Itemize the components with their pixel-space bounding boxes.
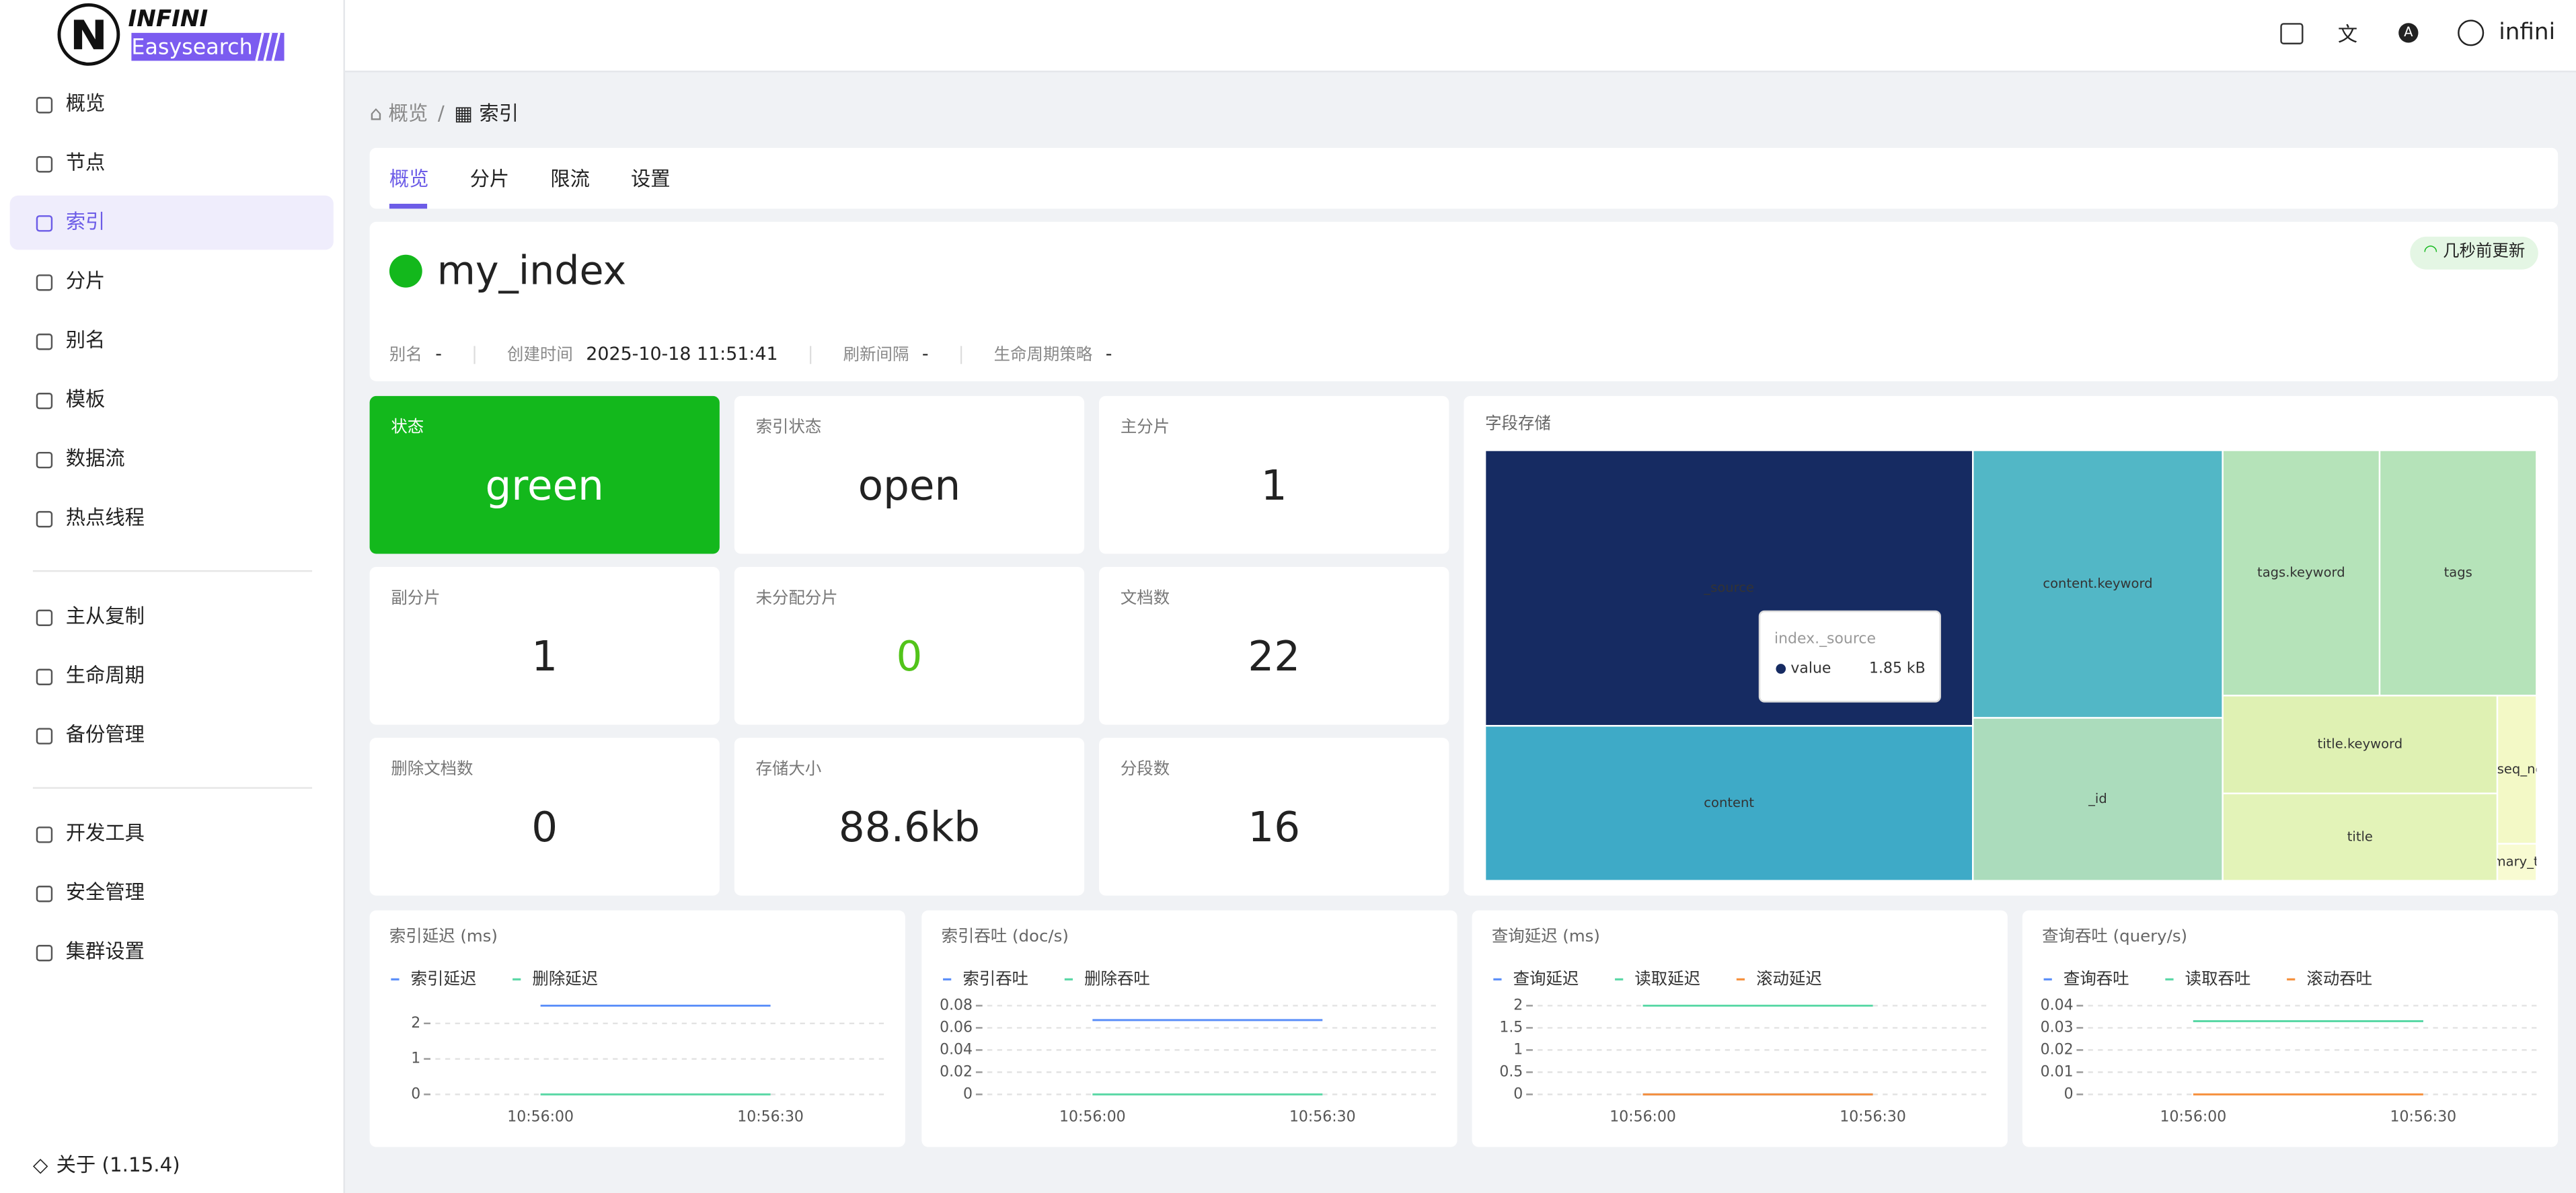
x-tick-label: 10:56:00 bbox=[1609, 1109, 1676, 1126]
legend-label: 查询吞吐 bbox=[2063, 968, 2129, 988]
y-tick-label: 0.01 bbox=[2041, 1063, 2074, 1080]
legend-label: 删除延迟 bbox=[532, 968, 598, 988]
tooltip-title: index._source bbox=[1774, 631, 1876, 648]
legend-label: 查询延迟 bbox=[1513, 968, 1579, 988]
y-tick-label: 0 bbox=[411, 1085, 420, 1102]
chart-title: 查询吞吐 (query/s) bbox=[2042, 926, 2187, 946]
y-tick-label: 0 bbox=[1513, 1085, 1523, 1102]
treemap-label: _source bbox=[1703, 580, 1754, 595]
y-tick-label: 0.02 bbox=[940, 1063, 973, 1080]
treemap-label: title.keyword bbox=[2318, 736, 2403, 752]
chart-title: 索引延迟 (ms) bbox=[389, 926, 498, 946]
legend-label: 滚动吞吐 bbox=[2306, 968, 2372, 988]
chart-title: 索引吞吐 (doc/s) bbox=[942, 926, 1069, 946]
tooltip-value: 1.85 kB bbox=[1869, 660, 1926, 677]
treemap-label: content bbox=[1704, 795, 1754, 810]
y-tick-label: 0.5 bbox=[1499, 1063, 1523, 1080]
tooltip-box bbox=[1759, 611, 1940, 701]
tooltip-dot bbox=[1776, 664, 1786, 674]
legend-label: 读取延迟 bbox=[1634, 968, 1700, 988]
x-tick-label: 10:56:00 bbox=[507, 1109, 574, 1126]
legend-label: 索引吞吐 bbox=[962, 968, 1028, 988]
x-tick-label: 10:56:00 bbox=[2160, 1109, 2227, 1126]
y-tick-label: 1.5 bbox=[1499, 1019, 1523, 1036]
x-tick-label: 10:56:30 bbox=[2390, 1109, 2457, 1126]
y-tick-label: 0.08 bbox=[940, 997, 973, 1013]
legend-label: 读取吞吐 bbox=[2185, 968, 2251, 988]
x-tick-label: 10:56:00 bbox=[1059, 1109, 1126, 1126]
y-tick-label: 1 bbox=[411, 1050, 420, 1067]
legend-label: 滚动延迟 bbox=[1756, 968, 1822, 988]
legend-label: 索引延迟 bbox=[411, 968, 477, 988]
y-tick-label: 0 bbox=[2064, 1085, 2074, 1102]
treemap-label: tags.keyword bbox=[2257, 564, 2345, 580]
chart-title: 字段存储 bbox=[1485, 413, 1551, 432]
y-tick-label: 2 bbox=[1513, 997, 1523, 1013]
treemap-label: tags bbox=[2444, 564, 2472, 580]
tooltip: index._sourcevalue 1.85 kB bbox=[1759, 611, 1940, 701]
treemap-label: _seq_no bbox=[2490, 761, 2543, 777]
legend-label: 删除吞吐 bbox=[1084, 968, 1150, 988]
y-tick-label: 0 bbox=[963, 1085, 973, 1102]
treemap-label: content.keyword bbox=[2043, 576, 2152, 591]
y-tick-label: 2 bbox=[411, 1015, 420, 1032]
x-tick-label: 10:56:30 bbox=[1289, 1109, 1356, 1126]
x-tick-label: 10:56:30 bbox=[1840, 1109, 1906, 1126]
y-tick-label: 0.06 bbox=[940, 1019, 973, 1036]
y-tick-label: 1 bbox=[1513, 1041, 1523, 1058]
y-tick-label: 0.04 bbox=[2041, 997, 2074, 1013]
tooltip-series: value bbox=[1790, 660, 1831, 677]
x-tick-label: 10:56:30 bbox=[737, 1109, 804, 1126]
chart-title: 查询延迟 (ms) bbox=[1492, 926, 1600, 946]
y-tick-label: 0.02 bbox=[2041, 1041, 2074, 1058]
y-tick-label: 0.04 bbox=[940, 1041, 973, 1058]
y-tick-label: 0.03 bbox=[2041, 1019, 2074, 1036]
treemap-label: title bbox=[2347, 829, 2373, 844]
treemap-label: _id bbox=[2088, 791, 2107, 806]
